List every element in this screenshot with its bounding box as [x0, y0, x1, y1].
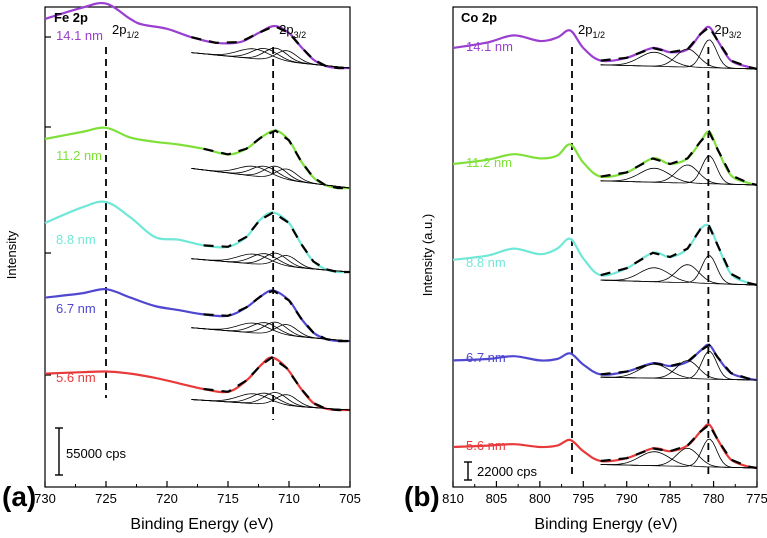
peak-label-sub: 1/2	[592, 30, 605, 40]
panel-b-peak-lines	[571, 47, 710, 478]
peak-label-main: 2p	[578, 22, 592, 37]
panel-a-tag: (a)	[2, 481, 36, 512]
x-tick-label: 790	[616, 491, 638, 506]
panel-a-x-ticks: 730 725 720 715 710 705	[34, 481, 361, 506]
fit-envelope	[203, 289, 350, 343]
fit-component	[600, 155, 758, 186]
x-tick-label: 715	[217, 491, 239, 506]
sample-label: 5.6 nm	[56, 370, 96, 385]
fit-component	[191, 393, 351, 411]
fit-component	[600, 39, 758, 70]
x-tick-label: 725	[95, 491, 117, 506]
panel-a-ylabel: Intensity	[4, 230, 19, 279]
peak-label: 2p1/2	[578, 22, 605, 40]
panel-b-x-ticks: 810 805 800 795 790 785 780 775	[442, 481, 767, 506]
fit-envelope	[203, 129, 350, 190]
series-line	[44, 1, 351, 70]
peak-label: 2p3/2	[714, 22, 741, 40]
sample-label: 8.8 nm	[466, 255, 506, 270]
x-tick-label: 780	[703, 491, 725, 506]
x-tick-label: 730	[34, 491, 56, 506]
x-tick-label: 710	[278, 491, 300, 506]
fit-component	[600, 350, 757, 381]
panel-b-tag: (b)	[404, 481, 440, 512]
fit-envelope	[600, 343, 758, 382]
panel-a-series	[44, 1, 351, 412]
panel-b-title: Co 2p	[461, 10, 497, 25]
panel-b-scale-bar: 22000 cps	[464, 461, 537, 481]
panel-b-xlabel: Binding Energy (eV)	[534, 516, 677, 533]
panel-b-fits	[600, 25, 758, 470]
peak-label-main: 2p	[279, 22, 293, 37]
sample-label: 8.8 nm	[56, 232, 96, 247]
sample-label: 11.2 nm	[56, 148, 102, 163]
x-tick-label: 805	[486, 491, 508, 506]
panel-a-xlabel: Binding Energy (eV)	[130, 516, 273, 533]
peak-label-sub: 3/2	[294, 30, 307, 40]
sample-label: 6.7 nm	[56, 301, 96, 316]
x-tick-label: 795	[572, 491, 594, 506]
fit-envelope	[600, 422, 758, 470]
sample-label: 11.2 nm	[466, 155, 512, 170]
panel-b-peak-labels: 2p1/2 2p3/2	[578, 22, 741, 40]
fit-component	[191, 255, 351, 273]
panel-a-peak-labels: 2p1/2 2p3/2	[112, 22, 306, 40]
scale-bar-label: 22000 cps	[477, 464, 537, 479]
panel-a-peak-lines	[105, 47, 275, 420]
peak-label-sub: 3/2	[729, 30, 742, 40]
panel-a-scale-bar: 55000 cps	[55, 427, 126, 476]
fit-component	[600, 255, 758, 286]
peak-label-main: 2p	[714, 22, 728, 37]
fit-envelope	[600, 25, 758, 71]
x-tick-label: 810	[442, 491, 464, 506]
peak-label-main: 2p	[112, 22, 126, 37]
sample-label: 14.1 nm	[466, 39, 513, 54]
fit-component	[600, 164, 758, 186]
fit-envelope	[600, 224, 758, 287]
panel-b-series	[452, 25, 758, 470]
sample-label: 14.1 nm	[56, 28, 103, 43]
fit-envelope	[203, 356, 350, 412]
x-tick-label: 705	[339, 491, 361, 506]
fit-envelope	[191, 24, 350, 70]
panel-a-fits	[191, 24, 351, 412]
panel-a: 730 725 720 715 710 705 14.1 nm 11.2 nm 8.8 nm 6…	[2, 1, 361, 533]
fit-envelope	[203, 211, 350, 274]
fit-component	[191, 168, 351, 189]
sample-label: 6.7 nm	[466, 350, 506, 365]
panel-b-frame	[452, 6, 758, 488]
panel-a-sample-labels: 14.1 nm 11.2 nm 8.8 nm 6.7 nm 5.6 nm	[56, 28, 103, 385]
peak-label: 2p1/2	[112, 22, 139, 40]
sample-label: 5.6 nm	[466, 438, 506, 453]
x-tick-label: 785	[659, 491, 681, 506]
fit-component	[600, 438, 758, 469]
panel-a-y-ticks	[45, 36, 51, 376]
peak-label-sub: 1/2	[126, 30, 139, 40]
panel-b-sample-labels: 14.1 nm 11.2 nm 8.8 nm 6.7 nm 5.6 nm	[466, 39, 513, 453]
x-tick-label: 720	[156, 491, 178, 506]
x-tick-label: 775	[746, 491, 767, 506]
peak-label: 2p3/2	[279, 22, 306, 40]
fit-envelope	[600, 129, 758, 187]
panel-b-ylabel: Intensity (a.u.)	[420, 214, 435, 296]
panel-a-title: Fe 2p	[54, 10, 88, 25]
panel-b: 810 805 800 795 790 785 780 775 14.1 nm 11.2 nm 8…	[404, 6, 767, 533]
fit-component	[191, 394, 351, 411]
scale-bar-label: 55000 cps	[66, 446, 126, 461]
x-tick-label: 800	[529, 491, 551, 506]
